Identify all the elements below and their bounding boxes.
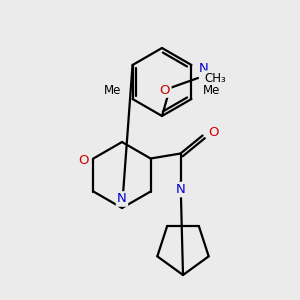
Text: N: N	[176, 183, 185, 196]
Text: O: O	[208, 126, 219, 139]
Text: Me: Me	[104, 85, 121, 98]
Text: N: N	[117, 193, 127, 206]
Text: O: O	[78, 154, 89, 167]
Text: N: N	[199, 61, 208, 74]
Text: O: O	[160, 83, 170, 97]
Text: CH₃: CH₃	[204, 71, 226, 85]
Text: Me: Me	[203, 85, 220, 98]
